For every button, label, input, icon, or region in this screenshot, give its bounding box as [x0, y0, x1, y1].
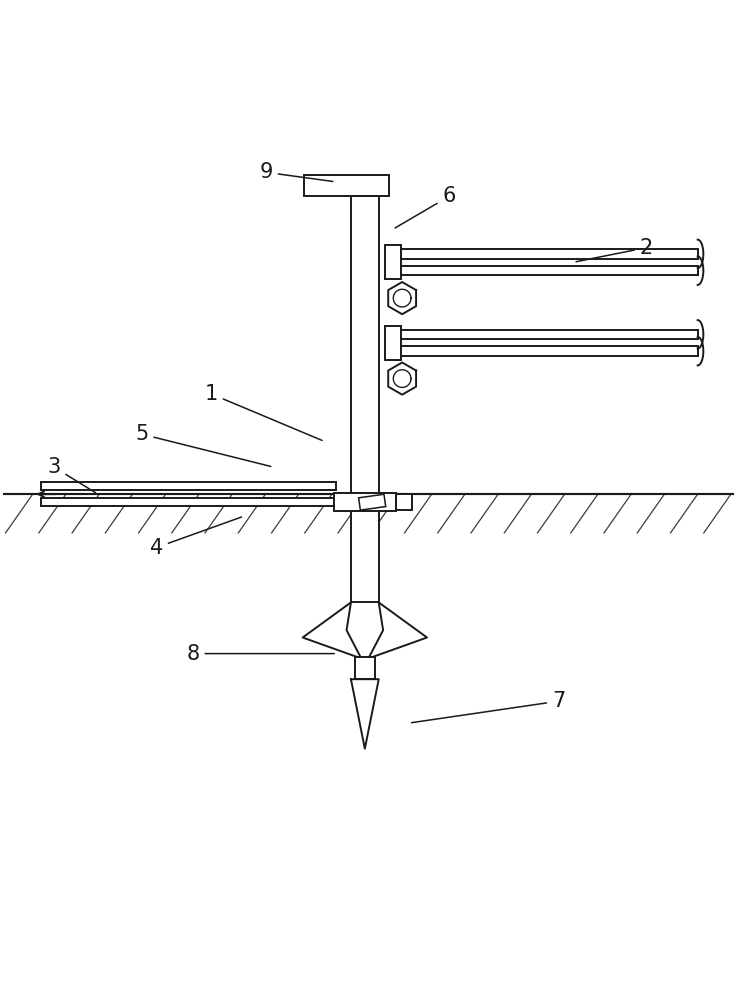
Text: 3: 3	[47, 457, 96, 493]
Text: 4: 4	[150, 517, 242, 558]
Text: 5: 5	[135, 424, 270, 466]
Text: 6: 6	[395, 186, 455, 228]
Bar	[393, 346, 698, 356]
Bar	[393, 330, 698, 339]
Bar	[385, 326, 401, 360]
Bar	[385, 245, 401, 279]
Bar	[334, 493, 396, 511]
Bar	[359, 494, 385, 510]
Bar	[396, 494, 412, 510]
Bar	[393, 266, 698, 275]
Text: 8: 8	[186, 644, 335, 664]
Text: 1: 1	[205, 384, 322, 440]
Text: 9: 9	[259, 162, 333, 182]
Bar	[393, 249, 698, 259]
Bar	[354, 657, 375, 679]
Bar	[351, 494, 379, 602]
Bar	[351, 196, 379, 494]
Text: 2: 2	[576, 238, 653, 262]
Bar	[41, 498, 335, 506]
Bar	[304, 175, 388, 196]
Bar	[41, 482, 335, 490]
Text: 7: 7	[411, 691, 565, 723]
